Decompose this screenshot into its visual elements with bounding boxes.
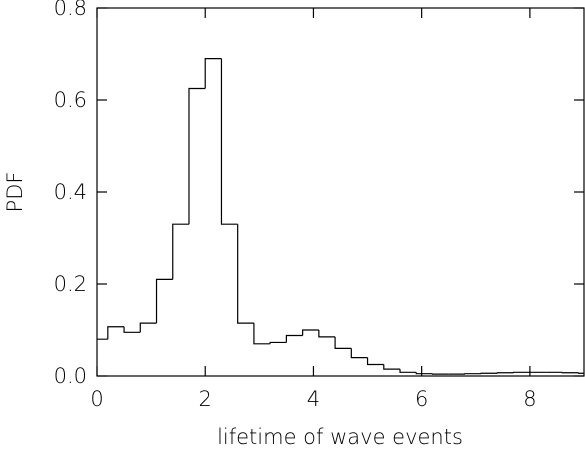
histogram-step <box>269 341 287 344</box>
histogram-step <box>123 326 141 333</box>
histogram-step <box>220 58 238 225</box>
y-tick-label: 0.0 <box>54 364 87 388</box>
histogram-step <box>383 364 401 370</box>
x-tick-label: 0 <box>90 387 103 411</box>
histogram-step <box>237 224 254 324</box>
y-tick-label: 0.2 <box>54 272 87 296</box>
histogram-step <box>253 323 271 345</box>
y-axis-label: PDF <box>3 172 27 213</box>
histogram-step <box>350 348 368 359</box>
x-tick-label: 2 <box>199 387 212 411</box>
histogram-step <box>139 322 157 333</box>
y-tick-label: 0.8 <box>54 0 87 20</box>
histogram-step <box>318 330 336 338</box>
histogram-step <box>285 334 303 343</box>
x-tick-label: 4 <box>307 387 320 411</box>
histogram-step <box>107 326 125 340</box>
histogram <box>97 58 584 375</box>
histogram-step <box>302 329 319 336</box>
histogram-step <box>188 87 206 225</box>
histogram-step <box>334 336 352 349</box>
x-axis-label: lifetime of wave events <box>217 425 463 449</box>
y-tick-label: 0.6 <box>54 88 87 112</box>
x-tick-label: 8 <box>523 387 536 411</box>
histogram-step <box>155 278 173 324</box>
histogram-step <box>399 369 417 373</box>
histogram-step <box>204 58 222 89</box>
x-tick-label: 6 <box>415 387 428 411</box>
histogram-step <box>172 223 189 280</box>
histogram-step <box>366 357 384 366</box>
plot-frame <box>96 7 585 377</box>
histogram-step <box>415 372 433 375</box>
y-tick-label: 0.4 <box>54 180 87 204</box>
